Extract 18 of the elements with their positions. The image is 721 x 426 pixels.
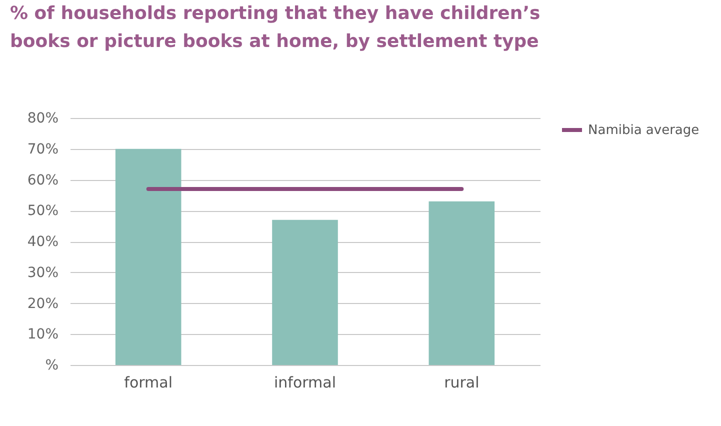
y-tick-label: 10% xyxy=(27,326,58,343)
x-tick-label: informal xyxy=(274,374,336,392)
x-tick-label: rural xyxy=(444,374,480,392)
bar xyxy=(115,148,182,365)
text: books or picture books at home, by settlement type xyxy=(10,31,539,52)
x-tick-label: formal xyxy=(124,374,173,392)
y-tick-label: 80% xyxy=(27,110,58,126)
bar xyxy=(272,220,338,365)
y-tick-label: 70% xyxy=(27,141,58,158)
y-tick-label: 60% xyxy=(27,172,58,188)
text: % of households reporting that they have children’s xyxy=(10,3,540,24)
y-tick-label: 30% xyxy=(27,264,58,281)
y-tick-label: 40% xyxy=(27,234,58,250)
bar xyxy=(428,201,495,365)
y-tick-label: 50% xyxy=(27,203,58,220)
legend-label: Namibia average xyxy=(588,123,700,138)
y-tick-label: % xyxy=(45,358,58,374)
y-tick-label: 20% xyxy=(27,296,58,312)
